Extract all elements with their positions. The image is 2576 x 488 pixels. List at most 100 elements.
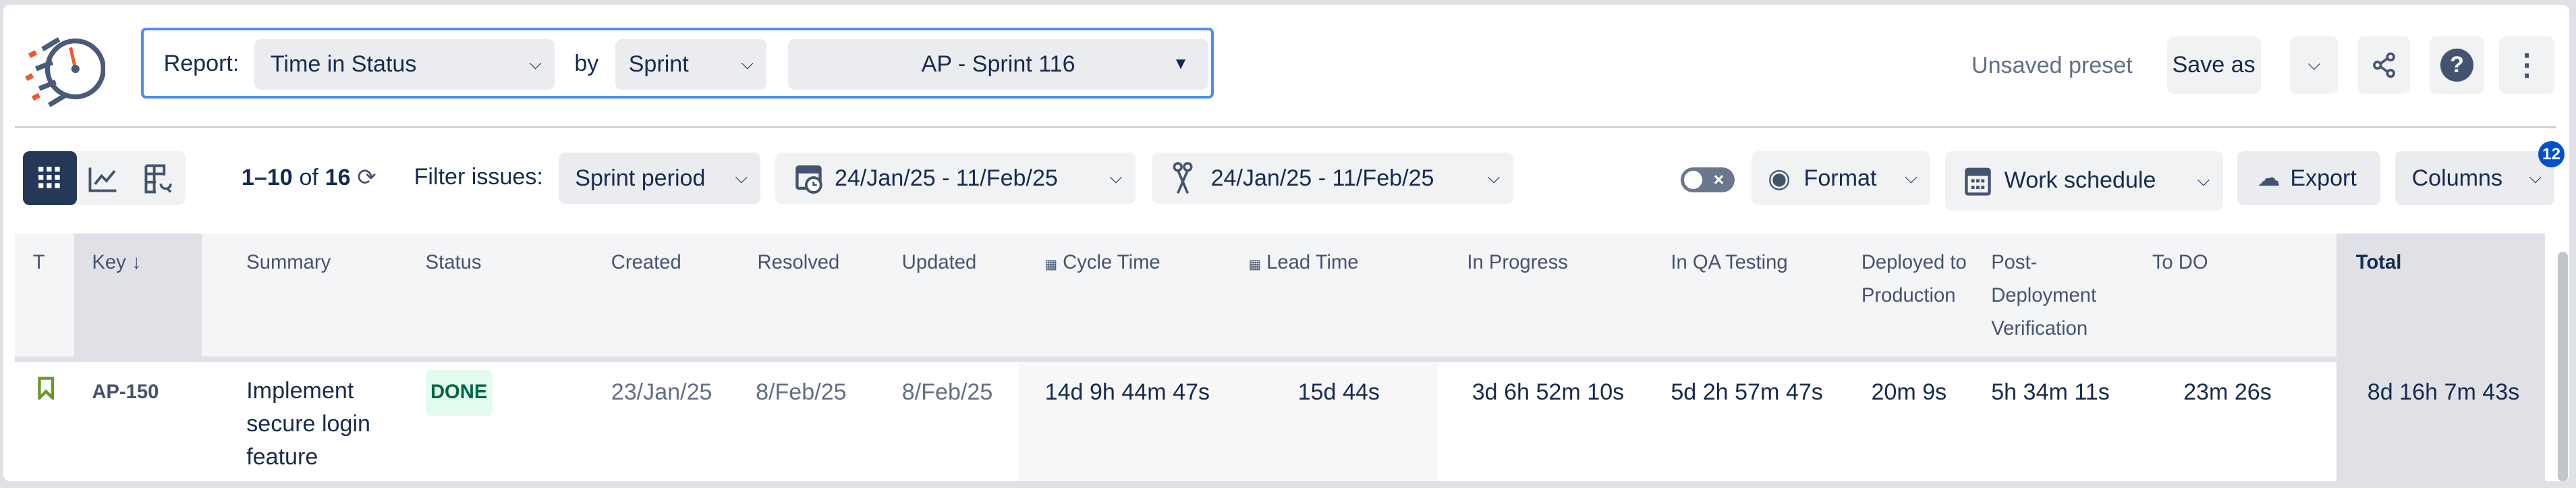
header-key-label: Key	[92, 252, 126, 274]
export-button[interactable]: ☁ Export	[2237, 151, 2381, 206]
header-deployed-to-production[interactable]: Deployed to Production	[1861, 252, 1967, 306]
deployed-to-production-value: 20m 9s	[1871, 379, 1947, 406]
share-button[interactable]	[2357, 36, 2411, 94]
help-icon: ?	[2440, 48, 2473, 82]
format-label: Format	[1803, 165, 1877, 191]
cycle-time-value: 14d 9h 44m 47s	[1044, 379, 1210, 406]
filter-select[interactable]: Sprint period ⌵	[558, 153, 761, 204]
in-progress-value: 3d 6h 52m 10s	[1472, 379, 1625, 406]
app-frame: Report: Time in Status ⌵ by Sprint ⌵ AP …	[3, 5, 2570, 482]
pagination: 1–10 of 16 ⟳	[242, 164, 376, 191]
chevron-down-icon: ⌵	[1487, 169, 1501, 188]
calendar-icon	[1965, 167, 1991, 196]
status-badge: DONE	[425, 369, 493, 416]
updated-date: 8/Feb/25	[901, 379, 993, 406]
report-type-select[interactable]: Time in Status ⌵	[254, 38, 555, 90]
header-status[interactable]: Status	[425, 252, 482, 274]
format-button[interactable]: ◉ Format ⌵	[1751, 151, 1931, 206]
report-type-value: Time in Status	[270, 51, 417, 77]
toggle-switch[interactable]: ×	[1680, 167, 1735, 192]
caret-down-icon: ▼	[1172, 55, 1189, 74]
more-vertical-icon: ⋮	[2512, 48, 2542, 82]
created-date-range-button[interactable]: 24/Jan/25 - 11/Feb/25 ⌵	[775, 153, 1136, 204]
divider	[14, 126, 2556, 128]
drag-handle-icon: ▦	[1044, 257, 1058, 273]
report-table: T Key ↓ Summary Status Created Resolved …	[14, 233, 2545, 482]
report-label: Report:	[163, 50, 240, 76]
chevron-down-icon: ⌵	[529, 55, 542, 74]
filter-label: Filter issues:	[414, 164, 543, 190]
report-selector: Report: Time in Status ⌵ by Sprint ⌵ AP …	[141, 28, 1214, 99]
pivot-view-button[interactable]	[144, 164, 174, 194]
pagination-range: 1–10	[241, 164, 293, 190]
by-label: by	[574, 50, 599, 76]
table-view-button[interactable]	[23, 151, 78, 206]
story-icon	[38, 376, 55, 400]
table-row[interactable]: AP-150 Implement secure login feature DO…	[15, 369, 2545, 481]
header-updated[interactable]: Updated	[901, 252, 977, 274]
header-lead-time[interactable]: ▦ Lead Time	[1249, 246, 1359, 281]
chevron-down-icon: ⌵	[741, 55, 754, 74]
lead-time-value: 15d 44s	[1297, 379, 1380, 406]
chevron-down-icon: ⌵	[2307, 55, 2320, 74]
header-post-deployment-verification[interactable]: Post-Deployment Verification	[1991, 252, 2097, 340]
header-key[interactable]: Key ↓	[92, 246, 141, 279]
created-date: 23/Jan/25	[611, 379, 712, 406]
cloud-download-icon: ☁	[2257, 165, 2280, 192]
group-by-value: Sprint	[628, 51, 689, 77]
preset-status: Unsaved preset	[1971, 52, 2133, 78]
filter-value: Sprint period	[575, 165, 706, 191]
close-icon: ×	[1713, 169, 1725, 190]
group-by-select[interactable]: Sprint ⌵	[615, 38, 767, 90]
columns-count-badge: 12	[2538, 141, 2565, 168]
sprint-select[interactable]: AP - Sprint 116 ▼	[787, 38, 1209, 90]
total-column-bg	[2336, 233, 2545, 482]
calendar-clock-icon	[795, 165, 822, 194]
toggle-knob	[1683, 171, 1702, 189]
resolved-date-range-button[interactable]: 24/Jan/25 - 11/Feb/25 ⌵	[1151, 153, 1513, 204]
line-chart-icon	[88, 167, 117, 192]
chart-view-button[interactable]	[88, 166, 118, 192]
chevron-down-icon: ⌵	[1905, 169, 1917, 188]
header-resolved[interactable]: Resolved	[757, 252, 840, 274]
header-total[interactable]: Total	[2355, 252, 2402, 274]
issue-summary: Implement secure login feature	[246, 378, 370, 470]
header-in-qa-testing[interactable]: In QA Testing	[1671, 252, 1788, 274]
app-logo-icon	[20, 20, 105, 118]
chevron-down-icon: ⌵	[1109, 169, 1123, 188]
date-range-1: 24/Jan/25 - 11/Feb/25	[834, 165, 1058, 191]
columns-button[interactable]: Columns ⌵	[2395, 151, 2555, 206]
chevron-down-icon: ⌵	[2197, 171, 2210, 190]
header-cycle-time-label: Cycle Time	[1063, 252, 1160, 274]
issue-key-link[interactable]: AP-150	[92, 381, 159, 404]
help-button[interactable]: ?	[2430, 36, 2484, 94]
columns-label: Columns	[2411, 165, 2503, 191]
sprint-value: AP - Sprint 116	[921, 51, 1075, 77]
sorted-column-bg	[74, 233, 202, 357]
grid-icon	[38, 167, 60, 188]
header-created[interactable]: Created	[611, 252, 681, 274]
header-to-do[interactable]: To DO	[2152, 252, 2208, 274]
header-in-progress[interactable]: In Progress	[1467, 252, 1568, 274]
work-schedule-button[interactable]: Work schedule ⌵	[1945, 151, 2223, 211]
header-type[interactable]: T	[32, 252, 45, 274]
scissors-icon	[1173, 161, 1193, 194]
refresh-icon[interactable]: ⟳	[357, 165, 376, 191]
vertical-scrollbar[interactable]	[2558, 251, 2568, 482]
header-cycle-time[interactable]: ▦ Cycle Time	[1045, 246, 1160, 281]
total-value: 8d 16h 7m 43s	[2367, 379, 2520, 406]
pivot-table-icon	[144, 164, 173, 194]
chevron-down-icon: ⌵	[2529, 169, 2542, 188]
date-range-2: 24/Jan/25 - 11/Feb/25	[1210, 165, 1434, 191]
chevron-down-icon: ⌵	[735, 169, 748, 188]
save-as-button[interactable]: Save as	[2166, 36, 2261, 94]
pagination-total: 16	[325, 164, 351, 190]
more-button[interactable]: ⋮	[2498, 36, 2555, 94]
header-border	[14, 356, 2336, 362]
save-options-button[interactable]: ⌵	[2290, 36, 2338, 94]
header-summary[interactable]: Summary	[246, 252, 331, 274]
save-as-label: Save as	[2172, 51, 2256, 78]
work-schedule-label: Work schedule	[2004, 167, 2156, 194]
resolved-date: 8/Feb/25	[756, 379, 847, 406]
eye-icon: ◉	[1768, 163, 1791, 193]
